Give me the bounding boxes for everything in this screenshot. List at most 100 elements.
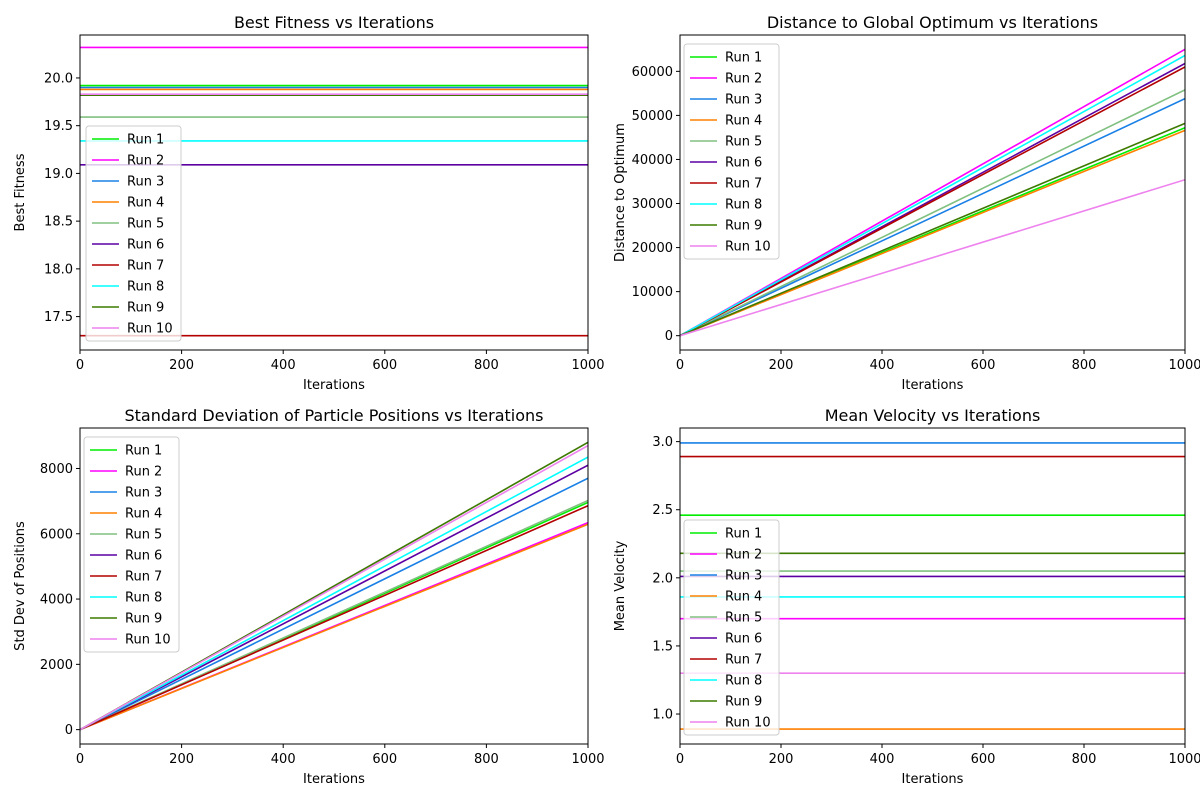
legend-label: Run 2 — [725, 72, 762, 87]
legend: Run 1 Run 2 Run 3 Run 4 Run 5 Run 6 Run 7 Run 8… — [83, 436, 180, 653]
legend-label: Run 7 — [127, 259, 164, 274]
x-tick-label: 400 — [870, 752, 895, 767]
legend-label: Run 2 — [725, 548, 762, 563]
legend-label: Run 6 — [127, 238, 164, 253]
x-axis-label: Iterations — [303, 772, 365, 787]
legend-label: Run 4 — [125, 507, 162, 522]
x-tick-label: 400 — [271, 358, 296, 373]
legend-label: Run 4 — [127, 196, 164, 211]
x-tick-label: 400 — [870, 358, 895, 373]
y-tick-label: 10000 — [632, 285, 673, 300]
legend-label: Run 5 — [125, 528, 162, 543]
legend-label: Run 5 — [725, 611, 762, 626]
y-axis-label: Distance to Optimum — [613, 123, 628, 262]
x-tick-label: 600 — [372, 752, 397, 767]
series-line-run-7 — [680, 66, 1185, 337]
chart-panel-1: Best Fitness vs Iterations Iterations Best… — [13, 13, 605, 393]
series-line-run-9 — [680, 122, 1185, 337]
chart-title: Standard Deviation of Particle Positions… — [124, 406, 543, 425]
legend-box — [683, 519, 780, 736]
legend-label: Run 3 — [125, 486, 162, 501]
y-tick-label: 17.5 — [44, 310, 73, 325]
legend-label: Run 7 — [725, 177, 762, 192]
y-tick-label: 50000 — [632, 109, 673, 124]
legend-label: Run 8 — [725, 674, 762, 689]
y-tick-label: 6000 — [40, 527, 73, 542]
legend-label: Run 8 — [725, 198, 762, 213]
x-tick-label: 200 — [169, 358, 194, 373]
y-tick-label: 19.5 — [44, 119, 73, 134]
x-tick-label: 400 — [271, 752, 296, 767]
legend-label: Run 5 — [725, 135, 762, 150]
legend-label: Run 6 — [725, 632, 762, 647]
y-tick-label: 1.5 — [652, 639, 673, 654]
series-lines — [80, 441, 588, 731]
x-tick-label: 200 — [769, 752, 794, 767]
x-tick-label: 1000 — [571, 752, 604, 767]
series-line-run-4 — [680, 129, 1185, 337]
series-line-run-7 — [80, 504, 588, 731]
y-tick-label: 2.5 — [652, 503, 673, 518]
legend-label: Run 8 — [125, 591, 162, 606]
chart-title: Best Fitness vs Iterations — [234, 13, 434, 32]
legend-label: Run 1 — [725, 51, 762, 66]
x-tick-label: 1000 — [1168, 752, 1200, 767]
chart-title: Distance to Global Optimum vs Iterations — [767, 13, 1098, 32]
series-line-run-8 — [80, 456, 588, 731]
x-tick-label: 200 — [769, 358, 794, 373]
series-line-run-6 — [80, 464, 588, 731]
x-tick-label: 800 — [474, 358, 499, 373]
x-tick-label: 1000 — [1168, 358, 1200, 373]
legend-label: Run 2 — [125, 465, 162, 480]
series-line-run-10 — [80, 444, 588, 731]
legend-label: Run 9 — [125, 612, 162, 627]
legend-label: Run 4 — [725, 590, 762, 605]
legend-label: Run 7 — [125, 570, 162, 585]
legend-label: Run 2 — [127, 154, 164, 169]
x-tick-label: 0 — [676, 358, 684, 373]
x-tick-label: 800 — [1072, 752, 1097, 767]
x-tick-label: 1000 — [571, 358, 604, 373]
y-tick-label: 60000 — [632, 65, 673, 80]
legend-label: Run 8 — [127, 280, 164, 295]
series-line-run-5 — [680, 89, 1185, 337]
series-line-run-4 — [80, 523, 588, 731]
series-line-run-8 — [680, 54, 1185, 337]
series-line-run-3 — [680, 97, 1185, 337]
plot-frame — [79, 427, 589, 745]
legend-label: Run 1 — [127, 133, 164, 148]
x-axis-label: Iterations — [902, 772, 964, 787]
y-tick-label: 8000 — [40, 462, 73, 477]
x-tick-label: 600 — [971, 358, 996, 373]
y-tick-label: 2.0 — [652, 571, 673, 586]
y-tick-label: 2000 — [40, 658, 73, 673]
y-tick-label: 20.0 — [44, 71, 73, 86]
legend-box — [83, 436, 180, 653]
x-tick-label: 600 — [372, 358, 397, 373]
x-tick-label: 0 — [76, 752, 84, 767]
chart-title: Mean Velocity vs Iterations — [825, 406, 1041, 425]
x-axis-label: Iterations — [303, 378, 365, 393]
plot-frame — [679, 427, 1186, 745]
plot-frame — [79, 34, 589, 351]
legend-label: Run 5 — [127, 217, 164, 232]
legend-label: Run 6 — [125, 549, 162, 564]
series-line-run-10 — [680, 178, 1185, 337]
y-tick-label: 4000 — [40, 593, 73, 608]
x-tick-label: 200 — [169, 752, 194, 767]
chart-panel-4: Mean Velocity vs Iterations Iterations Mea… — [613, 406, 1200, 787]
legend: Run 1 Run 2 Run 3 Run 4 Run 5 Run 6 Run 7 Run 8… — [683, 519, 780, 736]
x-tick-label: 600 — [971, 752, 996, 767]
legend-label: Run 4 — [725, 114, 762, 129]
x-tick-label: 800 — [474, 752, 499, 767]
legend-label: Run 10 — [725, 716, 771, 731]
x-axis-label: Iterations — [902, 378, 964, 393]
chart-panel-3: Standard Deviation of Particle Positions… — [13, 406, 605, 787]
legend-label: Run 1 — [125, 444, 162, 459]
legend-label: Run 6 — [725, 156, 762, 171]
y-tick-label: 30000 — [632, 197, 673, 212]
legend-box — [683, 43, 780, 260]
legend-label: Run 9 — [725, 695, 762, 710]
legend-label: Run 10 — [725, 240, 771, 255]
